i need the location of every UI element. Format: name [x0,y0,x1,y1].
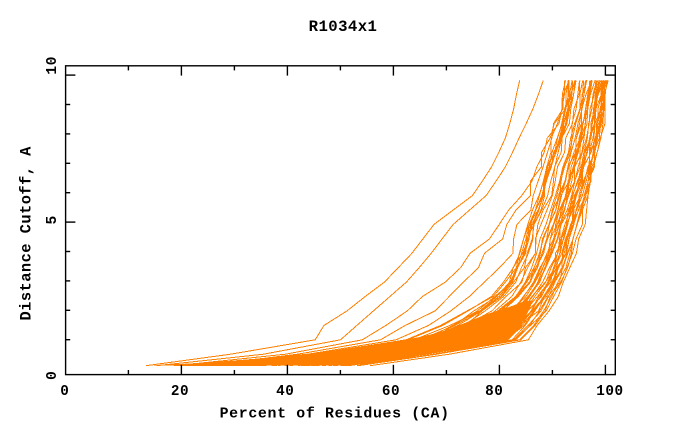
svg-text:Percent of Residues (CA): Percent of Residues (CA) [220,406,450,422]
svg-text:5: 5 [45,215,61,224]
svg-text:40: 40 [276,384,294,400]
svg-text:20: 20 [171,384,189,400]
svg-text:0: 0 [60,384,69,400]
svg-text:0: 0 [45,371,61,380]
svg-text:80: 80 [485,384,503,400]
svg-text:10: 10 [45,56,61,75]
svg-text:60: 60 [382,384,400,400]
svg-text:Distance Cutoff, A: Distance Cutoff, A [18,146,36,321]
svg-text:R1034x1: R1034x1 [309,18,378,36]
svg-text:100: 100 [596,384,623,400]
